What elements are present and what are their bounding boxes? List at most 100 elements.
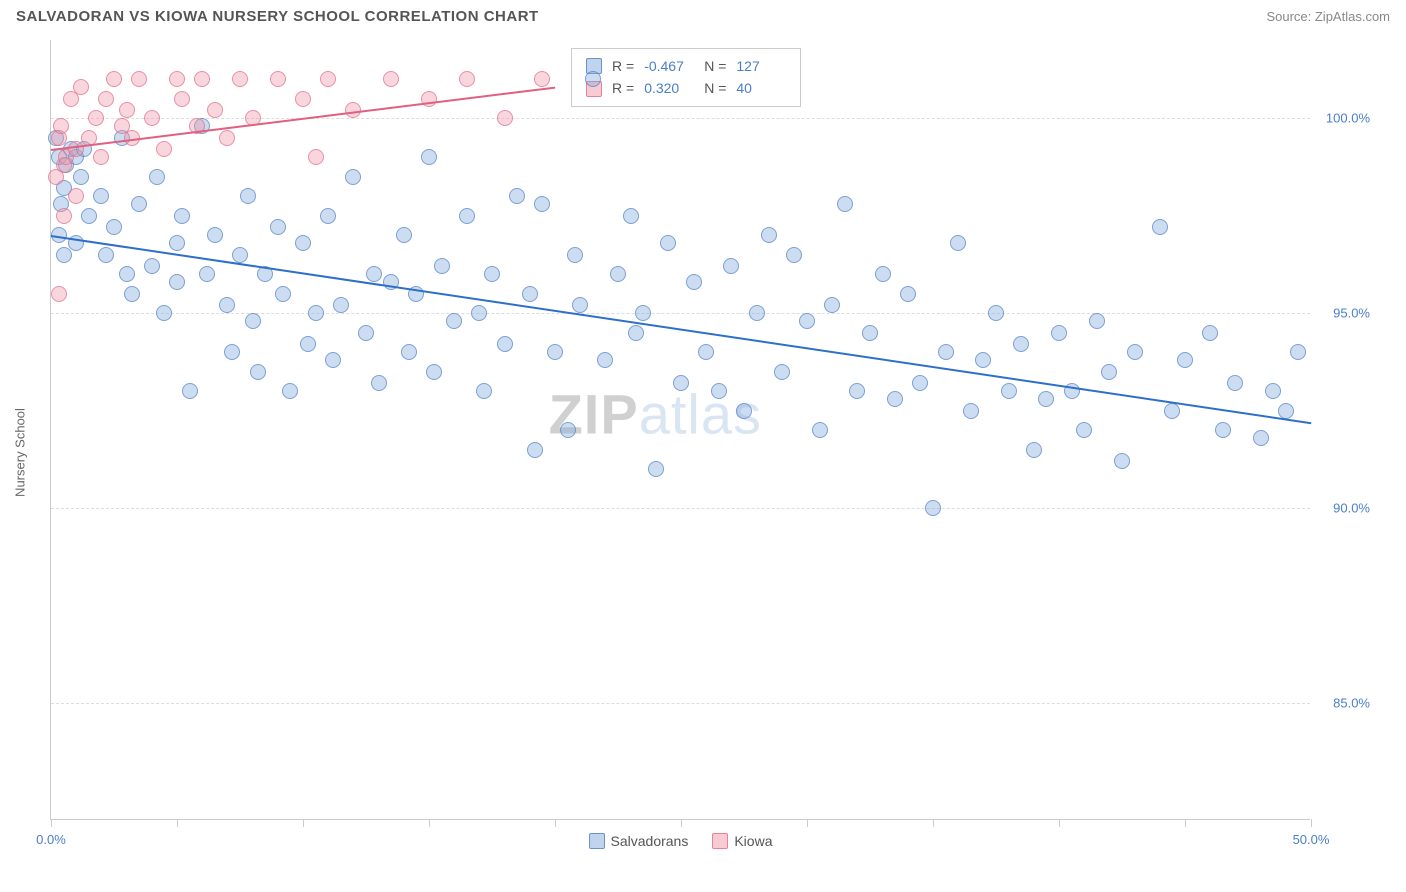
data-point-pink bbox=[169, 71, 185, 87]
data-point-blue bbox=[476, 383, 492, 399]
data-point-blue bbox=[459, 208, 475, 224]
data-point-blue bbox=[232, 247, 248, 263]
data-point-pink bbox=[232, 71, 248, 87]
data-point-blue bbox=[144, 258, 160, 274]
legend-stats-row-kiowa: R = 0.320 N = 40 bbox=[586, 77, 786, 99]
data-point-blue bbox=[421, 149, 437, 165]
data-point-blue bbox=[182, 383, 198, 399]
legend-item-kiowa: Kiowa bbox=[712, 833, 772, 849]
data-point-blue bbox=[824, 297, 840, 313]
data-point-blue bbox=[156, 305, 172, 321]
data-point-blue bbox=[1278, 403, 1294, 419]
data-point-pink bbox=[219, 130, 235, 146]
data-point-blue bbox=[560, 422, 576, 438]
data-point-blue bbox=[174, 208, 190, 224]
x-tick bbox=[303, 819, 304, 827]
x-tick bbox=[1059, 819, 1060, 827]
x-tick bbox=[51, 819, 52, 827]
data-point-blue bbox=[950, 235, 966, 251]
data-point-pink bbox=[295, 91, 311, 107]
data-point-blue bbox=[219, 297, 235, 313]
data-point-pink bbox=[68, 188, 84, 204]
data-point-blue bbox=[1076, 422, 1092, 438]
data-point-pink bbox=[497, 110, 513, 126]
data-point-blue bbox=[938, 344, 954, 360]
data-point-blue bbox=[325, 352, 341, 368]
data-point-pink bbox=[156, 141, 172, 157]
data-point-blue bbox=[295, 235, 311, 251]
data-point-blue bbox=[887, 391, 903, 407]
data-point-pink bbox=[194, 71, 210, 87]
data-point-blue bbox=[509, 188, 525, 204]
r-value-kiowa: 0.320 bbox=[644, 77, 694, 99]
data-point-blue bbox=[660, 235, 676, 251]
data-point-blue bbox=[527, 442, 543, 458]
data-point-blue bbox=[81, 208, 97, 224]
data-point-pink bbox=[93, 149, 109, 165]
data-point-pink bbox=[56, 208, 72, 224]
data-point-pink bbox=[270, 71, 286, 87]
data-point-blue bbox=[774, 364, 790, 380]
data-point-pink bbox=[51, 286, 67, 302]
chart-container: Nursery School ZIPatlas R = -0.467 N = 1… bbox=[50, 40, 1370, 850]
data-point-pink bbox=[88, 110, 104, 126]
data-point-pink bbox=[144, 110, 160, 126]
data-point-blue bbox=[623, 208, 639, 224]
data-point-pink bbox=[131, 71, 147, 87]
data-point-blue bbox=[119, 266, 135, 282]
data-point-blue bbox=[799, 313, 815, 329]
data-point-pink bbox=[308, 149, 324, 165]
data-point-blue bbox=[131, 196, 147, 212]
data-point-blue bbox=[396, 227, 412, 243]
data-point-blue bbox=[1253, 430, 1269, 446]
data-point-blue bbox=[124, 286, 140, 302]
n-value-salvadorans: 127 bbox=[736, 55, 786, 77]
y-tick-label: 90.0% bbox=[1333, 501, 1370, 516]
data-point-blue bbox=[1215, 422, 1231, 438]
legend-item-salvadorans: Salvadorans bbox=[589, 833, 689, 849]
swatch-kiowa-icon bbox=[712, 833, 728, 849]
data-point-blue bbox=[597, 352, 613, 368]
x-tick bbox=[1311, 819, 1312, 827]
data-point-blue bbox=[366, 266, 382, 282]
data-point-blue bbox=[925, 500, 941, 516]
data-point-pink bbox=[174, 91, 190, 107]
legend-label-salvadorans: Salvadorans bbox=[611, 833, 689, 849]
x-tick bbox=[807, 819, 808, 827]
data-point-blue bbox=[837, 196, 853, 212]
x-tick bbox=[681, 819, 682, 827]
data-point-blue bbox=[446, 313, 462, 329]
x-tick-label: 50.0% bbox=[1293, 832, 1330, 847]
data-point-blue bbox=[686, 274, 702, 290]
data-point-pink bbox=[383, 71, 399, 87]
data-point-blue bbox=[567, 247, 583, 263]
gridline-h bbox=[51, 313, 1310, 314]
x-tick-label: 0.0% bbox=[36, 832, 66, 847]
data-point-pink bbox=[534, 71, 550, 87]
data-point-blue bbox=[484, 266, 500, 282]
data-point-blue bbox=[875, 266, 891, 282]
x-tick bbox=[177, 819, 178, 827]
data-point-pink bbox=[207, 102, 223, 118]
data-point-blue bbox=[169, 274, 185, 290]
data-point-blue bbox=[250, 364, 266, 380]
data-point-blue bbox=[300, 336, 316, 352]
data-point-blue bbox=[749, 305, 765, 321]
data-point-blue bbox=[610, 266, 626, 282]
r-value-salvadorans: -0.467 bbox=[644, 55, 694, 77]
data-point-blue bbox=[1164, 403, 1180, 419]
data-point-blue bbox=[522, 286, 538, 302]
data-point-blue bbox=[275, 286, 291, 302]
gridline-h bbox=[51, 703, 1310, 704]
data-point-blue bbox=[761, 227, 777, 243]
data-point-pink bbox=[119, 102, 135, 118]
data-point-blue bbox=[963, 403, 979, 419]
data-point-blue bbox=[471, 305, 487, 321]
legend-stats-row-salvadorans: R = -0.467 N = 127 bbox=[586, 55, 786, 77]
data-point-blue bbox=[224, 344, 240, 360]
data-point-blue bbox=[975, 352, 991, 368]
data-point-blue bbox=[1152, 219, 1168, 235]
y-tick-label: 85.0% bbox=[1333, 696, 1370, 711]
source-label: Source: ZipAtlas.com bbox=[1266, 9, 1390, 24]
trendline-blue bbox=[51, 235, 1311, 424]
